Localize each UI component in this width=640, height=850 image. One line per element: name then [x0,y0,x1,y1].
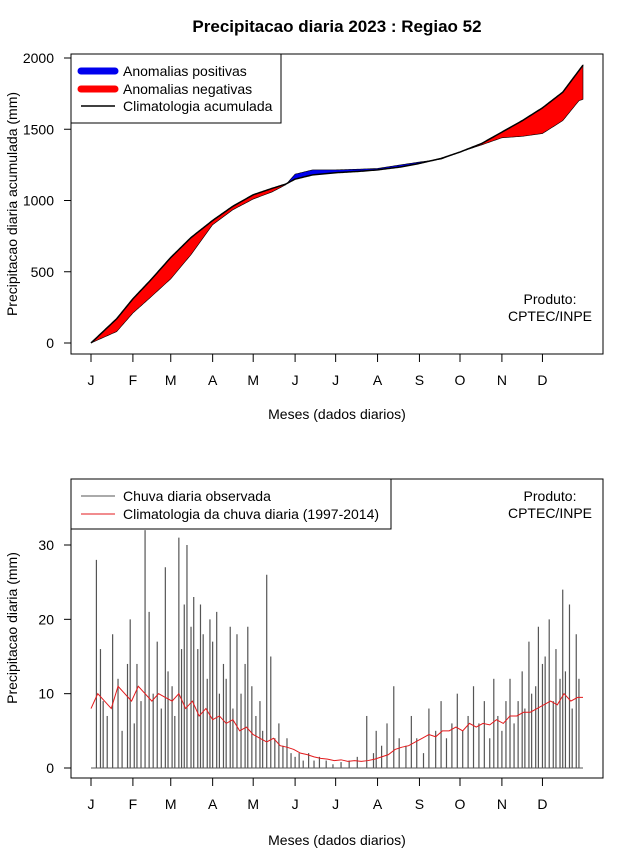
x-tick-label: A [208,796,218,812]
x-tick-label: M [165,372,177,388]
y-axis-ticks-top: 0 500 1000 1500 2000 [23,50,71,351]
x-tick-label: A [208,372,218,388]
x-tick-label: O [455,796,466,812]
x-tick-label: A [373,372,383,388]
x-tick-label: S [415,796,424,812]
plot-frame-top [70,53,604,355]
x-tick-label: N [497,796,507,812]
x-tick-label: J [332,796,339,812]
y-tick-label: 0 [46,335,54,351]
legend-box [70,53,282,124]
climatology-cumulative-line [90,64,584,344]
x-tick-label: N [497,372,507,388]
chart-title: Precipitacao diaria 2023 : Regiao 52 [192,17,481,36]
y-tick-label: 30 [38,537,54,553]
legend-label-observed: Chuva diaria observada [123,488,271,504]
x-tick-label: S [415,372,424,388]
y-tick-label: 1500 [23,121,54,137]
x-tick-label: O [455,372,466,388]
legend-label-climatology: Climatologia acumulada [123,98,273,114]
credit-line1-bottom: Produto: [524,488,577,504]
x-tick-label: J [292,796,299,812]
x-tick-label: J [88,372,95,388]
credit-line2-bottom: CPTEC/INPE [508,505,592,521]
observed-bars [91,530,583,769]
x-tick-label: M [247,372,259,388]
x-tick-label: D [537,796,547,812]
y-axis-label-top: Precipitacao diaria acumulada (mm) [4,92,20,316]
y-axis-ticks-bottom: 0 10 20 30 [38,537,71,776]
y-axis-label-bottom: Precipitacao diaria (mm) [4,552,20,704]
x-tick-label: F [129,796,138,812]
credit-line1-top: Produto: [524,291,577,307]
x-tick-label: A [373,796,383,812]
negative-anomaly-area [92,182,288,343]
legend-label-negative: Anomalias negativas [123,81,252,97]
x-tick-label: J [332,372,339,388]
y-tick-label: 0 [46,760,54,776]
x-axis-label-top: Meses (dados diarios) [268,406,406,422]
daily-panel: 0 10 20 30 J F M A M J J A S O N D Meses (dados diario… [4,478,604,848]
y-tick-label: 20 [38,611,54,627]
legend-top: Anomalias positivas Anomalias negativas … [70,53,282,124]
x-tick-label: J [292,372,299,388]
legend-bottom: Chuva diaria observada Climatologia da c… [70,478,392,530]
x-axis-label-bottom: Meses (dados diarios) [268,832,406,848]
x-tick-label: M [247,796,259,812]
x-tick-label: J [88,796,95,812]
legend-label-positive: Anomalias positivas [123,63,247,79]
credit-line2-top: CPTEC/INPE [508,308,592,324]
legend-box-bottom [70,478,392,530]
negative-anomaly-area [461,64,584,153]
y-tick-label: 2000 [23,50,54,66]
climatology-daily-line [90,685,583,762]
x-tick-label: D [537,372,547,388]
y-tick-label: 1000 [23,193,54,209]
y-tick-label: 500 [31,264,55,280]
legend-label-climatology-daily: Climatologia da chuva diaria (1997-2014) [123,506,379,522]
cumulative-panel: 0 500 1000 1500 2000 J F M A M J J A S O N D Meses (dad… [4,50,604,422]
x-tick-label: M [165,796,177,812]
x-tick-label: F [129,372,138,388]
y-tick-label: 10 [38,686,54,702]
